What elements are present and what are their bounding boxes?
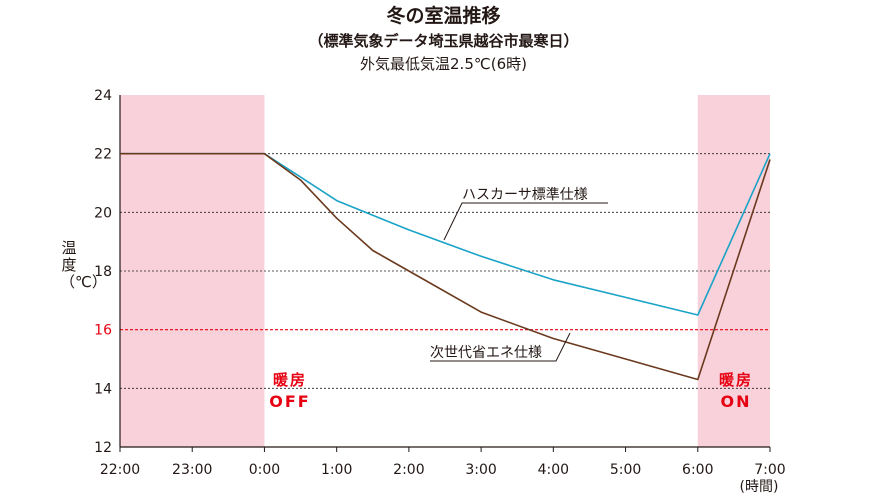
y-tick-label: 24: [94, 88, 112, 104]
x-tick-label: 22:00: [100, 462, 140, 478]
heating-on-word: 暖房: [718, 371, 753, 389]
x-tick-label: 2:00: [393, 462, 424, 478]
chart-title: 冬の室温推移: [386, 5, 501, 27]
y-tick-label: 14: [94, 381, 112, 397]
y-tick-label: 22: [94, 147, 112, 163]
heating-on-label: 暖房 ON: [696, 370, 776, 412]
y-tick-label: 20: [94, 205, 112, 221]
heating-on-state: ON: [720, 392, 752, 411]
heating-off-state: OFF: [269, 392, 311, 411]
leader-line-husscar: [443, 202, 608, 241]
series-line-next-gen: [120, 152, 771, 381]
x-tick-label: 5:00: [610, 462, 641, 478]
series-label-next-gen: 次世代省エネ仕様: [430, 345, 542, 361]
chart-subtitle: （標準気象データ埼玉県越谷市最寒日）: [308, 32, 579, 50]
y-tick-label: 12: [94, 440, 112, 456]
series-label-husscar: ハスカーサ標準仕様: [462, 187, 588, 203]
chart-note: 外気最低気温2.5℃(6時): [360, 55, 527, 73]
x-tick-label: 6:00: [682, 462, 713, 478]
heating-off-label: 暖房 OFF: [250, 370, 330, 412]
y-tick-label: 18: [94, 264, 112, 280]
x-tick-label: 3:00: [465, 462, 496, 478]
x-axis-unit: (時間): [739, 479, 779, 495]
x-tick-label: 1:00: [321, 462, 352, 478]
x-tick-label: 7:00: [754, 462, 785, 478]
x-tick-label: 4:00: [538, 462, 569, 478]
y-tick-label: 16: [94, 323, 112, 339]
x-tick-label: 23:00: [172, 462, 212, 478]
x-tick-label: 0:00: [249, 462, 280, 478]
leader-line-next-gen: [430, 332, 571, 362]
heating-off-word: 暖房: [272, 371, 307, 389]
y-axis-label: 温度（℃）: [60, 239, 107, 291]
